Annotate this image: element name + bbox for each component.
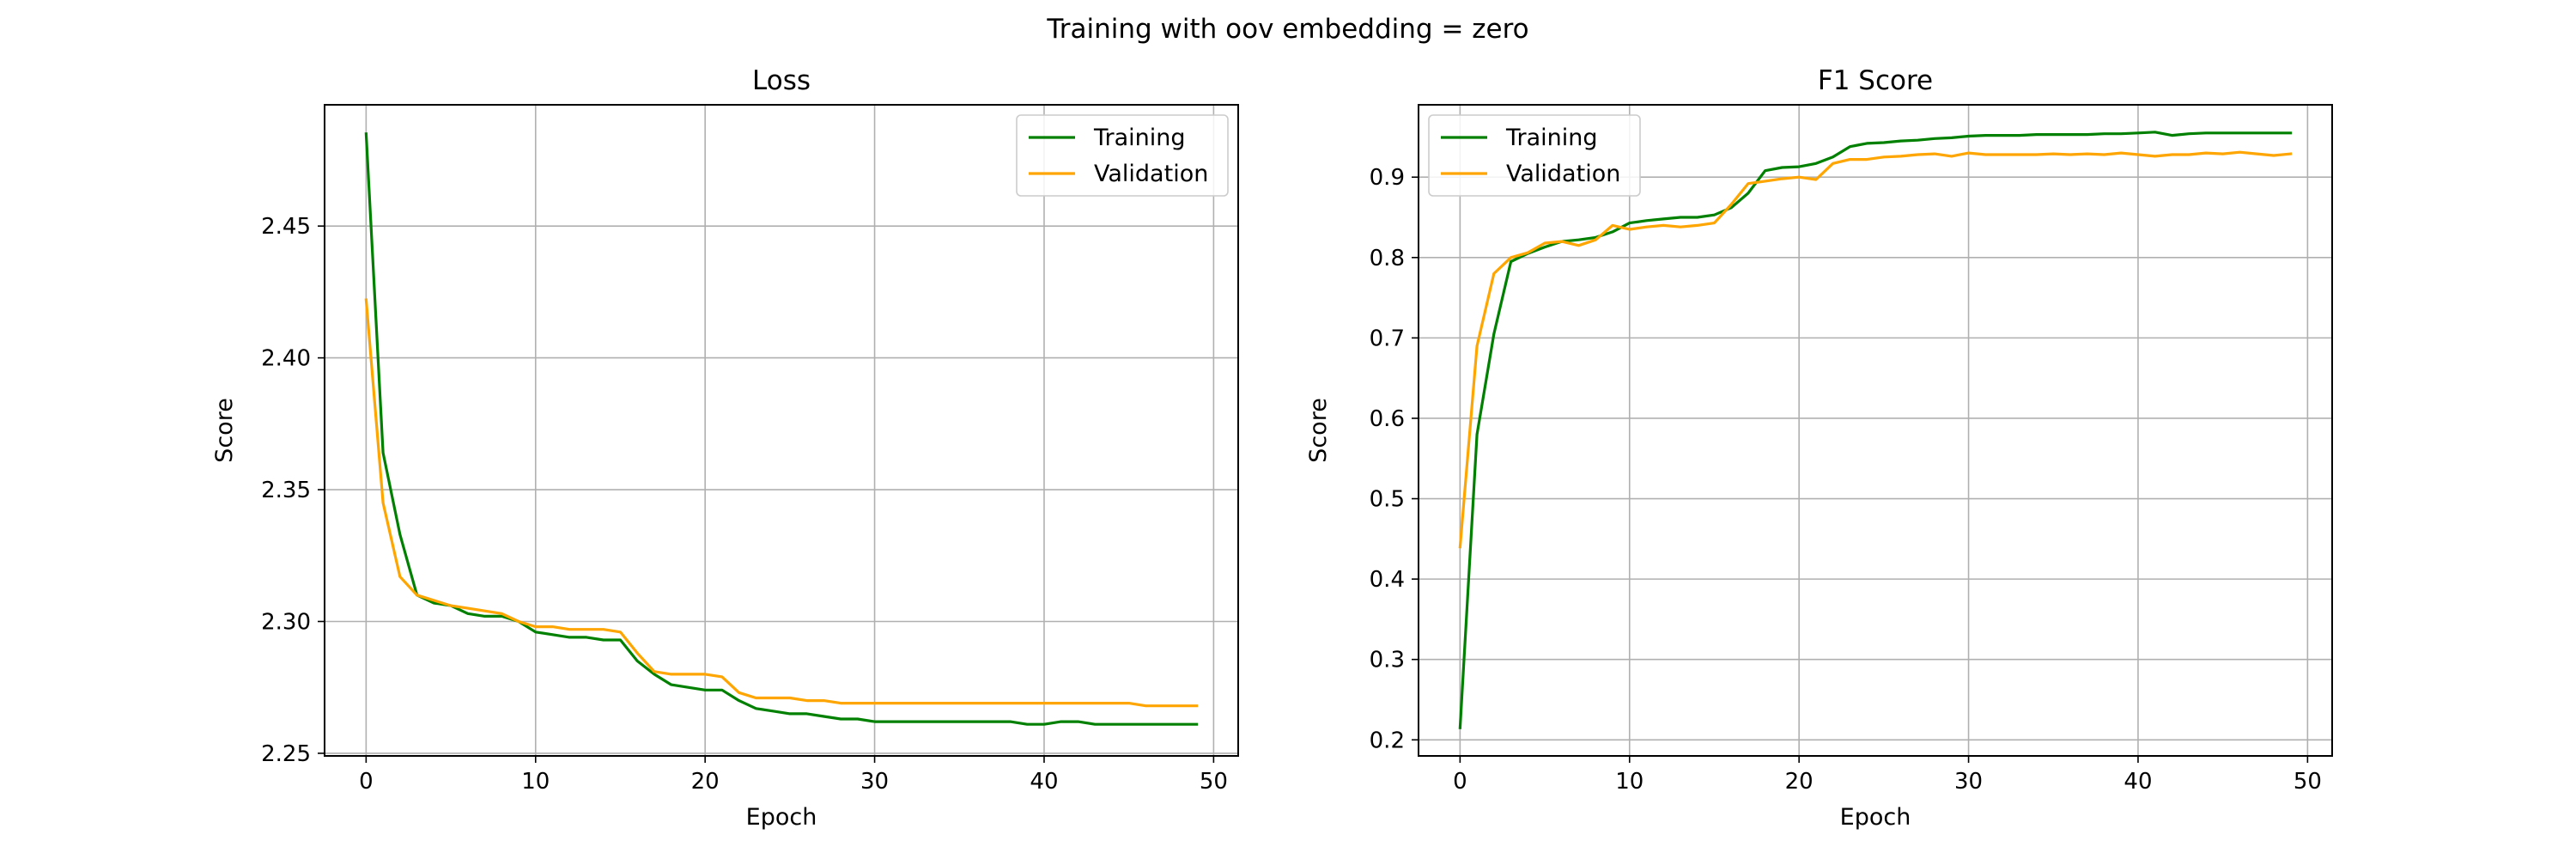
loss-x-tick-label: 30: [860, 769, 889, 795]
loss-y-tick-label: 2.30: [261, 609, 311, 635]
loss-x-tick-label: 10: [521, 769, 550, 795]
f1-score-subplot: 0 10 20 30 40 50 0.2 0.3 0.4 0.5 0.6 0.7 0.8 0.9 F1 Sc…: [1305, 65, 2333, 831]
f1-y-tick-label: 0.8: [1370, 246, 1405, 271]
loss-legend-box: [1016, 114, 1229, 197]
loss-x-tick-label: 0: [359, 769, 374, 795]
f1-legend: Training Validation: [1428, 114, 1641, 197]
f1-x-tick-label: 50: [2293, 769, 2322, 795]
f1-y-tick-label: 0.2: [1370, 728, 1405, 753]
f1-x-tick-label: 40: [2123, 769, 2152, 795]
f1-y-axis-label: Score: [1305, 398, 1332, 463]
f1-x-axis-label: Epoch: [1840, 804, 1911, 831]
loss-y-tick-label: 2.35: [261, 478, 311, 503]
f1-title: F1 Score: [1818, 65, 1933, 96]
loss-series-validation-line: [364, 298, 1199, 708]
f1-y-tick-label: 0.5: [1370, 487, 1405, 513]
loss-series-training-line: [364, 132, 1199, 726]
loss-x-axis-label: Epoch: [746, 804, 817, 831]
f1-x-tick-label: 0: [1453, 769, 1467, 795]
f1-x-tick-label: 20: [1785, 769, 1814, 795]
f1-y-tick-label: 0.7: [1370, 326, 1405, 351]
f1-legend-label-validation: Validation: [1506, 161, 1620, 187]
f1-y-tick-label: 0.4: [1370, 567, 1405, 593]
loss-y-tick-label: 2.25: [261, 741, 311, 767]
f1-y-tick-label: 0.6: [1370, 406, 1405, 432]
f1-y-tick-label: 0.9: [1370, 165, 1405, 191]
f1-axes-frame: [1418, 104, 2333, 757]
loss-axes-frame: [324, 104, 1239, 757]
loss-subplot: 0 10 20 30 40 50 2.25 2.30 2.35 2.40 2.45 Loss Epoch…: [211, 65, 1239, 831]
f1-plot-area: [1419, 105, 2332, 756]
loss-legend-label-validation: Validation: [1094, 161, 1208, 187]
loss-x-tick-label: 40: [1030, 769, 1058, 795]
f1-x-tick-label: 30: [1954, 769, 1983, 795]
loss-x-tick-label: 50: [1200, 769, 1228, 795]
f1-legend-label-training: Training: [1505, 125, 1598, 151]
f1-x-tick-label: 10: [1615, 769, 1643, 795]
loss-y-axis-label: Score: [211, 398, 238, 463]
loss-plot-area: [325, 105, 1238, 756]
loss-x-tick-label: 20: [691, 769, 720, 795]
loss-title: Loss: [752, 65, 811, 96]
loss-legend-label-training: Training: [1093, 125, 1186, 151]
figure-suptitle: Training with oov embedding = zero: [1046, 14, 1528, 45]
f1-legend-box: [1428, 114, 1641, 197]
loss-y-tick-label: 2.45: [261, 214, 311, 240]
f1-y-tick-label: 0.3: [1370, 648, 1405, 673]
loss-legend: Training Validation: [1016, 114, 1229, 197]
loss-y-tick-label: 2.40: [261, 346, 311, 372]
f1-series-validation-line: [1458, 150, 2293, 549]
